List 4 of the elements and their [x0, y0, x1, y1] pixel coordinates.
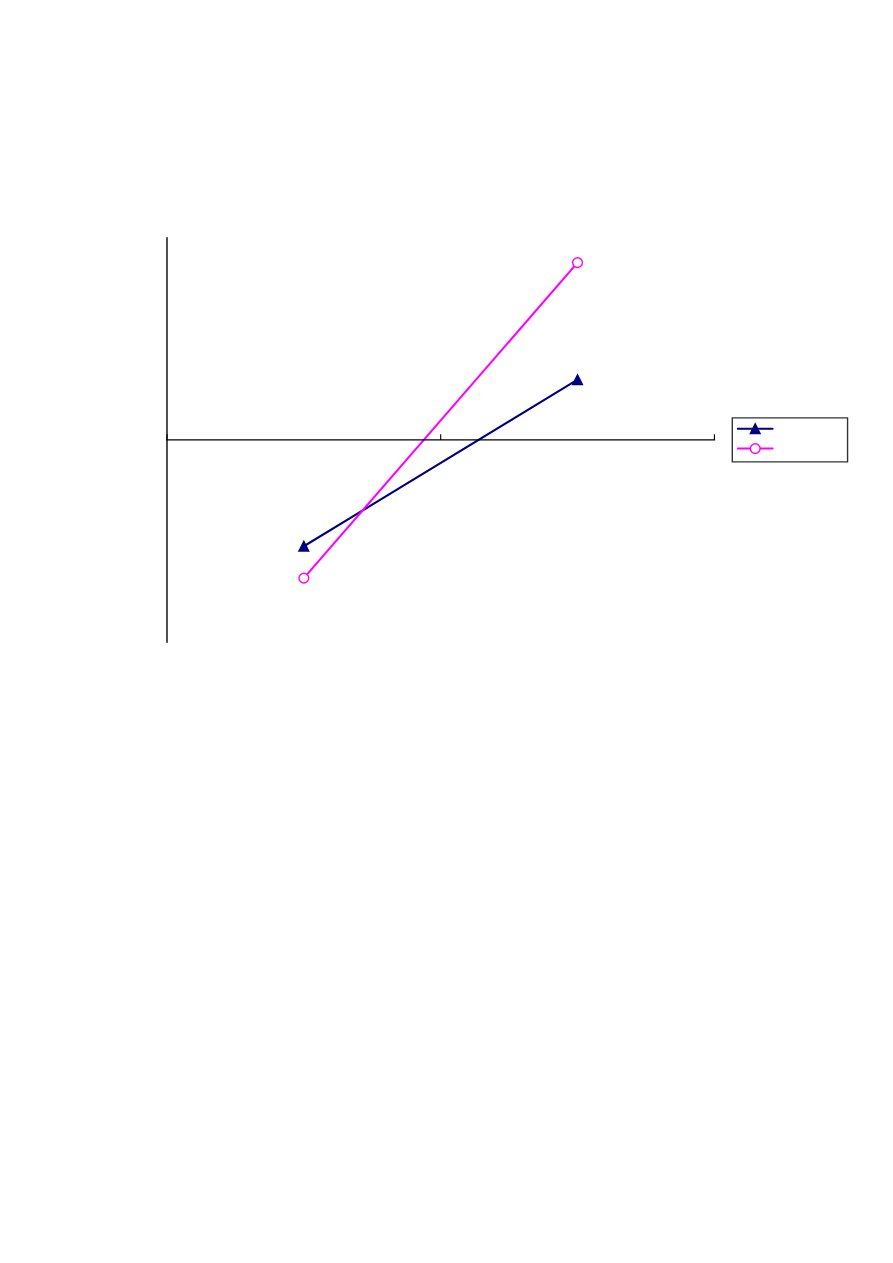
point [571, 257, 584, 269]
point [571, 374, 584, 386]
point [298, 540, 310, 552]
point [298, 572, 310, 584]
